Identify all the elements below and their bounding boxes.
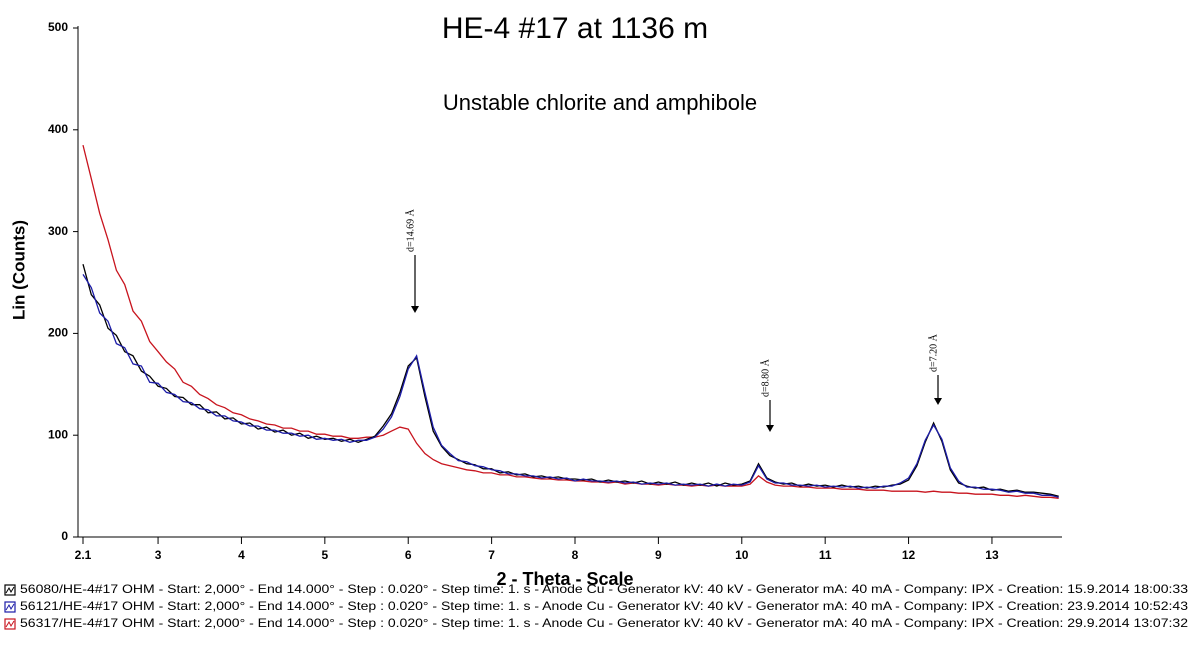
annotation: d=14.69 Å	[404, 208, 416, 252]
x-axis-label: 2 - Theta - Scale	[496, 569, 633, 589]
x-tick-label: 2.1	[75, 548, 92, 562]
x-tick-label: 7	[488, 548, 495, 562]
y-tick-label: 400	[48, 122, 68, 136]
legend-swatch-line	[5, 603, 15, 611]
x-tick-label: 8	[572, 548, 579, 562]
legend-label: 56317/HE-4#17 OHM - Start: 2,000° - End …	[20, 616, 1188, 630]
legend-label: 56121/HE-4#17 OHM - Start: 2,000° - End …	[20, 599, 1188, 613]
y-tick-label: 0	[61, 529, 68, 543]
x-tick-label: 3	[155, 548, 162, 562]
chart-subtitle: Unstable chlorite and amphibole	[443, 90, 757, 115]
series-line	[82, 274, 1059, 498]
x-tick-label: 5	[321, 548, 328, 562]
x-tick-label: 4	[238, 548, 245, 562]
annotation: d=7.20 Å	[927, 333, 939, 372]
chart-title: HE-4 #17 at 1136 m	[442, 12, 708, 45]
x-tick-label: 13	[985, 548, 999, 562]
x-tick-label: 10	[735, 548, 749, 562]
series-line	[82, 144, 1059, 499]
y-tick-label: 200	[48, 326, 68, 340]
legend-swatch-line	[5, 620, 15, 628]
annotation-arrowhead	[934, 398, 942, 405]
y-axis-label: Lin (Counts)	[9, 220, 28, 320]
y-tick-label: 100	[48, 427, 68, 441]
legend-swatch-line	[5, 586, 15, 594]
series-line	[82, 264, 1059, 497]
annotation-arrowhead	[411, 306, 419, 313]
legend-label: 56080/HE-4#17 OHM - Start: 2,000° - End …	[20, 582, 1188, 596]
annotation: d=8.80 Å	[759, 358, 771, 397]
annotation-arrowhead	[766, 425, 774, 432]
x-tick-label: 9	[655, 548, 662, 562]
x-tick-label: 11	[819, 548, 832, 562]
x-tick-label: 6	[405, 548, 412, 562]
y-tick-label: 300	[48, 224, 68, 238]
y-tick-label: 500	[48, 20, 68, 34]
x-tick-label: 12	[902, 548, 916, 562]
